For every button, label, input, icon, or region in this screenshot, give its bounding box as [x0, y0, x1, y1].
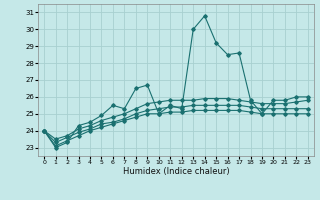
X-axis label: Humidex (Indice chaleur): Humidex (Indice chaleur) — [123, 167, 229, 176]
